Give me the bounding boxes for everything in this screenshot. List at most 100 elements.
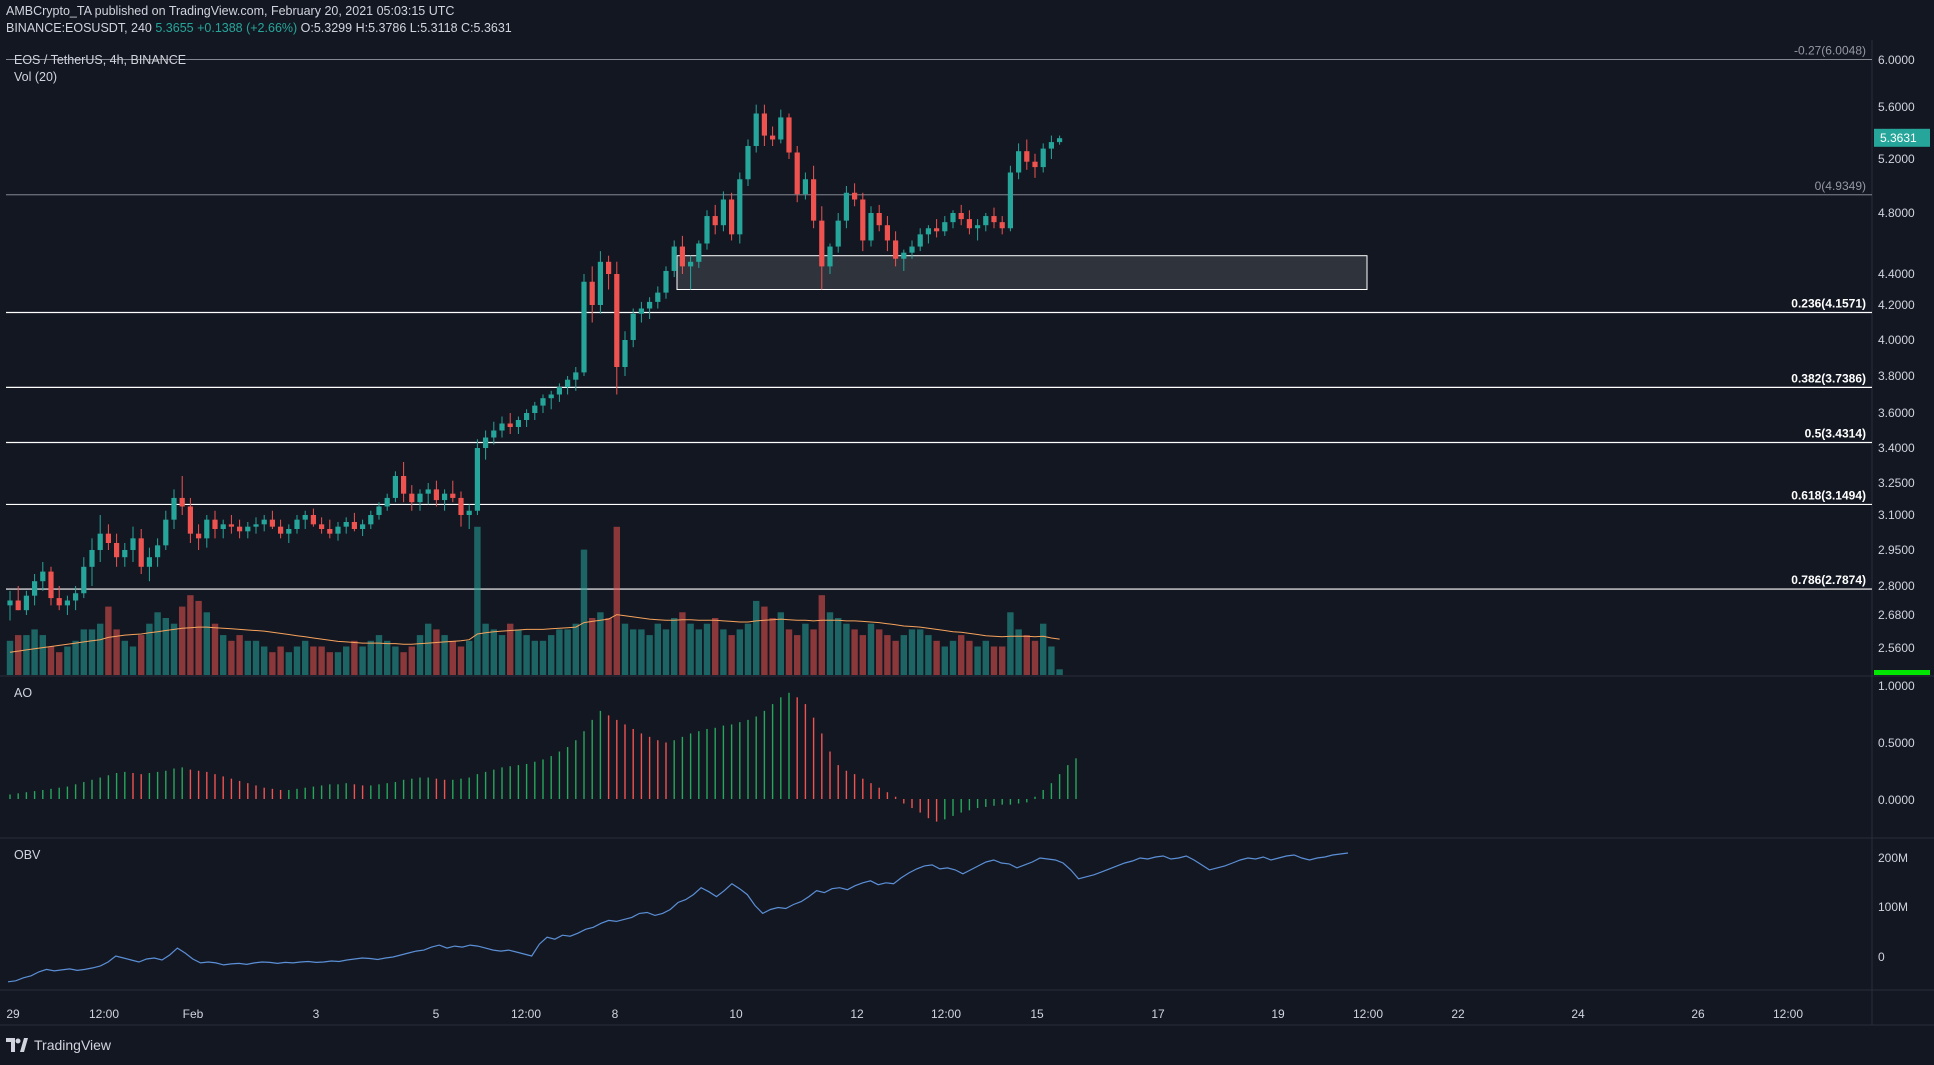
volume-bar [498, 635, 506, 675]
volume-bar [621, 623, 629, 675]
candle-body [474, 448, 480, 511]
support-zone [676, 255, 1368, 290]
volume-bar [753, 600, 760, 675]
candle-body [573, 372, 579, 380]
candle-body [819, 220, 825, 267]
open-value: O:5.3299 [300, 21, 353, 35]
fib-level-label: -0.27(6.0048) [1794, 43, 1866, 57]
volume-bar [138, 635, 145, 675]
candle-body [770, 135, 776, 140]
candle-body [392, 476, 398, 498]
volume-legend[interactable]: Vol (20) [14, 70, 58, 84]
obv-legend[interactable]: OBV [14, 848, 41, 862]
volume-bar [1031, 640, 1039, 675]
volume-bar [630, 629, 637, 675]
candle-body [466, 510, 472, 515]
volume-bar [47, 646, 55, 675]
volume-bar [835, 618, 842, 675]
candle-body [630, 313, 636, 340]
obv-tick-label: 100M [1878, 900, 1908, 914]
time-tick-label: 17 [1151, 1007, 1165, 1021]
obv-tick-label: 200M [1878, 851, 1908, 865]
volume-bar [318, 646, 325, 675]
volume-bar [449, 640, 456, 675]
candle-body [515, 420, 521, 427]
symbol-ohlc: BINANCE:EOSUSDT, 240 5.3655 +0.1388 (+2.… [6, 21, 512, 35]
volume-bar [154, 612, 161, 675]
time-tick-label: Feb [183, 1007, 204, 1021]
volume-bar [64, 646, 71, 675]
volume-bar [1023, 635, 1030, 675]
candle-body [433, 489, 439, 501]
last-price-tag [1874, 128, 1930, 147]
candle-body [737, 179, 743, 235]
time-tick-label: 12 [850, 1007, 864, 1021]
candle-body [778, 117, 784, 140]
candle-body [581, 281, 587, 373]
candle-body [934, 228, 940, 232]
candle-body [606, 261, 612, 274]
candle-body [220, 524, 226, 529]
price-tick-label: 3.6000 [1878, 406, 1915, 420]
candle-body [384, 497, 390, 507]
price-tick-label: 3.1000 [1878, 508, 1915, 522]
candle-body [278, 526, 284, 534]
volume-bar [416, 635, 424, 675]
volume-bar [1015, 629, 1022, 675]
pair-legend[interactable]: EOS / TetherUS, 4h, BINANCE [14, 53, 187, 67]
price-tick-label: 5.2000 [1878, 152, 1915, 166]
volume-bar [170, 623, 178, 675]
volume-bar [285, 652, 292, 675]
volume-bar [597, 612, 604, 675]
candle-body [491, 430, 497, 438]
volume-bar [6, 640, 14, 675]
price-change: +0.1388 (+2.66%) [197, 21, 298, 35]
candle-body [589, 281, 595, 305]
candle-body [811, 179, 817, 221]
volume-bar [375, 635, 383, 675]
volume-bar [966, 640, 973, 675]
candle-body [368, 515, 374, 525]
candle-body [983, 216, 989, 226]
volume-bar [400, 652, 407, 675]
volume-bar [687, 623, 694, 675]
fib-level-label: 0.786(2.7874) [1791, 573, 1866, 587]
volume-bar [613, 526, 620, 675]
volume-bar [252, 640, 260, 675]
volume-bar [556, 629, 563, 675]
volume-bar [777, 612, 784, 675]
volume-bar [662, 629, 670, 675]
volume-bar [646, 635, 653, 675]
candle-body [319, 524, 325, 529]
candle-body [540, 398, 546, 406]
volume-bar [958, 635, 965, 675]
time-tick-label: 26 [1691, 1007, 1705, 1021]
candle-body [163, 519, 169, 546]
volume-bar [88, 629, 96, 675]
price-tick-label: 2.9500 [1878, 543, 1915, 557]
ao-legend[interactable]: AO [14, 686, 33, 700]
tradingview-logo[interactable]: TradingView [6, 1037, 111, 1053]
volume-bar [548, 635, 555, 675]
candle-body [999, 222, 1005, 229]
candle-body [376, 506, 382, 515]
volume-bar [671, 618, 678, 675]
candle-body [343, 522, 349, 527]
volume-bar [367, 640, 374, 675]
volume-bar [15, 635, 22, 675]
candle-body [122, 550, 128, 558]
candle-body [745, 146, 751, 180]
candle-body [15, 600, 21, 611]
volume-bar [949, 640, 957, 675]
volume-bar [728, 635, 735, 675]
price-tick-label: 2.6800 [1878, 608, 1915, 622]
price-tick-label: 2.5600 [1878, 641, 1915, 655]
candle-body [876, 213, 882, 226]
candle-body [1040, 148, 1046, 168]
candle-body [97, 533, 103, 550]
time-tick-label: 5 [433, 1007, 440, 1021]
volume-bar [392, 646, 399, 675]
price-tick-label: 2.8000 [1878, 579, 1915, 593]
candle-body [671, 246, 677, 271]
